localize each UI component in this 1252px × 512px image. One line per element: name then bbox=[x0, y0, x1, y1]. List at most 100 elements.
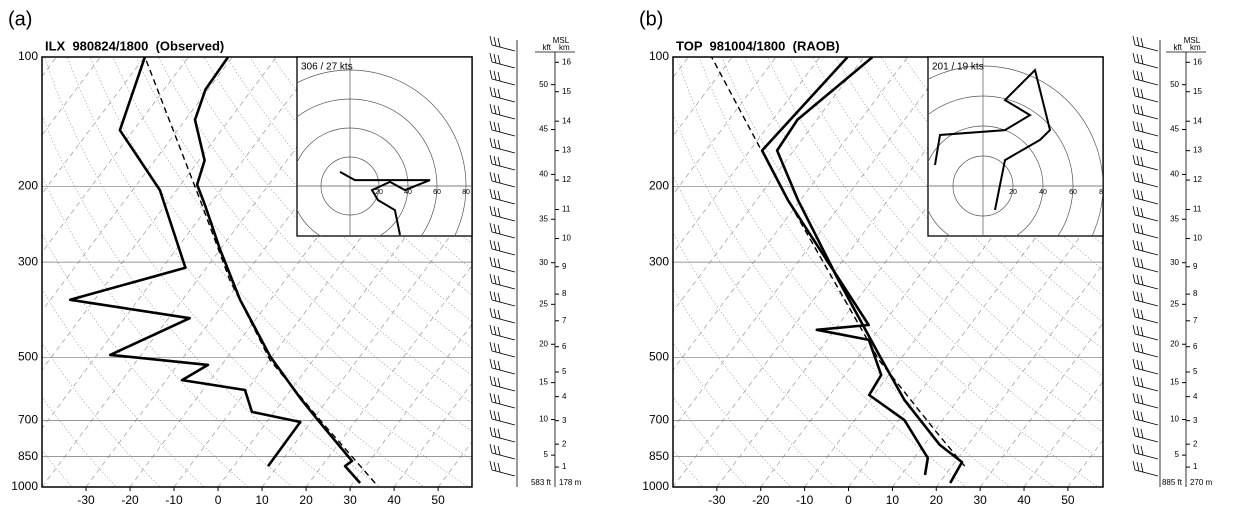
km-label: 6 bbox=[562, 342, 567, 351]
barb-feather bbox=[1136, 393, 1140, 404]
barb-feather bbox=[1140, 190, 1144, 201]
wind-barb bbox=[491, 95, 516, 103]
barb-feather bbox=[493, 189, 497, 200]
barb-feather bbox=[489, 443, 493, 454]
barb-feather bbox=[489, 273, 493, 284]
dry-adiabat bbox=[673, 449, 704, 487]
wind-barb bbox=[1134, 367, 1159, 375]
y-tick-label: 300 bbox=[649, 254, 669, 268]
wind-barb bbox=[1134, 197, 1159, 205]
hodo-ring-label: 80 bbox=[462, 189, 470, 196]
wind-barb bbox=[491, 129, 516, 137]
barb-feather bbox=[1132, 188, 1136, 199]
barb-feather bbox=[493, 461, 497, 472]
x-tick-label: 40 bbox=[1017, 493, 1031, 507]
kft-label: 20 bbox=[1170, 339, 1179, 348]
barb-feather bbox=[493, 155, 497, 166]
km-label: 11 bbox=[1193, 205, 1202, 214]
km-label: 2 bbox=[562, 439, 567, 448]
barb-feather bbox=[1136, 206, 1140, 217]
barb-feather bbox=[497, 139, 501, 150]
barb-feather bbox=[493, 240, 497, 251]
wind-barb bbox=[1134, 248, 1159, 256]
dry-adiabat bbox=[42, 175, 293, 487]
barb-feather bbox=[1140, 292, 1144, 303]
barb-feather bbox=[489, 460, 493, 471]
isotherm bbox=[42, 57, 321, 429]
barb-feather bbox=[1136, 70, 1140, 81]
wind-barb bbox=[1134, 214, 1159, 222]
profile-line bbox=[193, 57, 362, 484]
dry-adiabat bbox=[495, 57, 667, 496]
barb-feather bbox=[1140, 258, 1144, 269]
profile-line bbox=[144, 57, 376, 484]
barb-feather bbox=[497, 241, 501, 252]
x-tick-label: 10 bbox=[255, 493, 269, 507]
isotherm bbox=[673, 57, 777, 195]
barb-feather bbox=[1140, 71, 1144, 82]
barb-feather bbox=[489, 205, 493, 216]
barb-feather bbox=[493, 410, 497, 421]
dry-adiabat bbox=[673, 287, 836, 487]
barb-feather bbox=[1132, 86, 1136, 97]
wind-barb bbox=[491, 367, 516, 375]
x-tick-label: 0 bbox=[845, 493, 852, 507]
km-label: 3 bbox=[562, 416, 567, 425]
barb-feather bbox=[489, 137, 493, 148]
barb-feather bbox=[493, 223, 497, 234]
barb-feather bbox=[1140, 88, 1144, 99]
wind-barb bbox=[1134, 401, 1159, 409]
barb-feather bbox=[1132, 239, 1136, 250]
plot-frame bbox=[41, 56, 473, 488]
barb-feather bbox=[1132, 324, 1136, 335]
x-tick-label: 0 bbox=[215, 493, 222, 507]
barb-feather bbox=[1136, 461, 1140, 472]
barb-feather bbox=[1136, 376, 1140, 387]
km-label: 13 bbox=[1193, 146, 1202, 155]
barb-feather bbox=[489, 409, 493, 420]
wind-barb bbox=[491, 350, 516, 358]
plot-frame bbox=[672, 56, 1104, 488]
wind-barb bbox=[1134, 299, 1159, 307]
wind-barb bbox=[491, 418, 516, 426]
barb-feather bbox=[489, 426, 493, 437]
barb-feather bbox=[493, 342, 497, 353]
barb-feather bbox=[497, 190, 501, 201]
barb-feather bbox=[1136, 189, 1140, 200]
barb-feather bbox=[1140, 462, 1144, 473]
panel-label: (b) bbox=[639, 8, 663, 30]
wind-barb bbox=[491, 435, 516, 443]
wind-barb bbox=[491, 265, 516, 273]
wind-barb bbox=[491, 401, 516, 409]
barb-feather bbox=[1136, 104, 1140, 115]
kft-label: 25 bbox=[1170, 299, 1179, 308]
hodo-ring bbox=[297, 127, 409, 236]
wind-barb bbox=[491, 333, 516, 341]
hodo-ring bbox=[928, 65, 1103, 236]
km-label: 5 bbox=[1193, 367, 1198, 376]
hodo-ring-label: 40 bbox=[404, 189, 412, 196]
barb-feather bbox=[1136, 87, 1140, 98]
barb-feather bbox=[497, 411, 501, 422]
wind-barb bbox=[1134, 435, 1159, 443]
wind-barb bbox=[491, 197, 516, 205]
hodo-ring bbox=[952, 155, 1014, 217]
barb-feather bbox=[1140, 241, 1144, 252]
dry-adiabat bbox=[67, 57, 425, 487]
isotherm bbox=[42, 57, 101, 136]
barb-feather bbox=[1140, 326, 1144, 337]
barb-feather bbox=[1140, 275, 1144, 286]
y-tick-label: 1000 bbox=[11, 479, 38, 493]
y-tick-label: 300 bbox=[18, 254, 38, 268]
barb-feather bbox=[489, 392, 493, 403]
hodo-ring-label: 80 bbox=[1099, 189, 1107, 196]
dry-adiabat bbox=[673, 342, 792, 487]
surface-height: 885 ft bbox=[1162, 478, 1183, 487]
kft-label: 10 bbox=[1170, 415, 1179, 424]
km-label: 8 bbox=[1193, 289, 1198, 298]
barb-feather bbox=[1132, 426, 1136, 437]
barb-feather bbox=[1136, 53, 1140, 64]
barb-feather bbox=[1132, 35, 1136, 46]
hodo-ring-label: 60 bbox=[433, 189, 441, 196]
wind-barb bbox=[1134, 146, 1159, 154]
